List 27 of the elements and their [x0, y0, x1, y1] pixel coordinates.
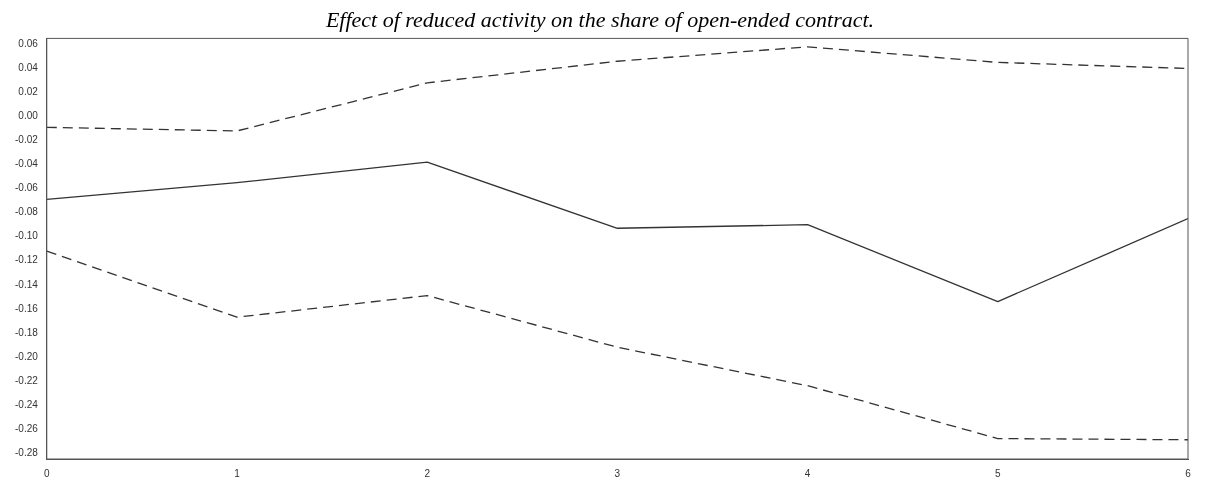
chart-title: Effect of reduced activity on the share of open-ended contract. [324, 6, 875, 32]
y-tick-label: -0.18 [15, 326, 39, 338]
y-tick-label: -0.28 [15, 446, 39, 458]
y-tick-label: 0.04 [18, 62, 39, 74]
x-tick-label: 6 [1185, 467, 1192, 479]
y-tick-label: -0.20 [15, 350, 39, 362]
x-tick-label: 0 [44, 467, 51, 479]
y-tick-label: -0.22 [15, 374, 39, 386]
y-tick-label: 0.06 [18, 38, 39, 50]
y-tick-label: -0.08 [15, 206, 39, 218]
y-tick-label: -0.06 [15, 182, 39, 194]
x-tick-label: 5 [995, 467, 1002, 479]
y-tick-label: -0.12 [15, 254, 39, 266]
y-tick-label: -0.26 [15, 422, 39, 434]
x-tick-label: 4 [804, 467, 811, 479]
x-tick-label: 3 [614, 467, 621, 479]
y-tick-label: -0.16 [15, 302, 39, 314]
x-tick-label: 2 [424, 467, 431, 479]
x-tick-label: 1 [234, 467, 241, 479]
y-tick-label: -0.24 [15, 398, 39, 410]
y-tick-label: -0.04 [15, 158, 39, 170]
y-tick-label: 0.02 [18, 86, 39, 98]
y-tick-label: -0.14 [15, 278, 39, 290]
y-tick-label: 0.00 [18, 110, 39, 122]
y-tick-label: -0.02 [15, 134, 39, 146]
line-series [46, 250, 1188, 441]
y-tick-label: -0.10 [15, 230, 39, 242]
